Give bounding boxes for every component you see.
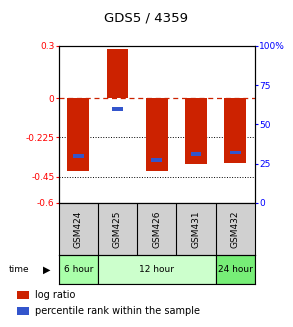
Bar: [107, 49, 128, 98]
Text: 24 hour: 24 hour: [218, 265, 253, 274]
Text: GSM426: GSM426: [152, 210, 161, 248]
Bar: [191, 152, 201, 156]
Bar: [185, 98, 207, 164]
Text: 12 hour: 12 hour: [139, 265, 174, 274]
Bar: [151, 158, 162, 162]
Bar: [59, 255, 98, 284]
Bar: [112, 107, 123, 111]
Bar: [17, 307, 30, 315]
Text: GSM425: GSM425: [113, 210, 122, 248]
Bar: [67, 98, 89, 171]
Text: time: time: [9, 265, 29, 274]
Bar: [73, 154, 84, 158]
Bar: [98, 255, 216, 284]
Text: GSM432: GSM432: [231, 210, 240, 248]
Bar: [216, 255, 255, 284]
Bar: [224, 98, 246, 163]
Text: percentile rank within the sample: percentile rank within the sample: [35, 306, 200, 316]
Text: GDS5 / 4359: GDS5 / 4359: [105, 11, 188, 25]
Text: GSM431: GSM431: [192, 210, 200, 248]
Bar: [146, 98, 168, 171]
Text: ▶: ▶: [43, 265, 51, 275]
Bar: [17, 291, 30, 300]
Text: 6 hour: 6 hour: [64, 265, 93, 274]
Bar: [230, 150, 241, 154]
Text: log ratio: log ratio: [35, 290, 75, 300]
Text: GSM424: GSM424: [74, 210, 83, 248]
